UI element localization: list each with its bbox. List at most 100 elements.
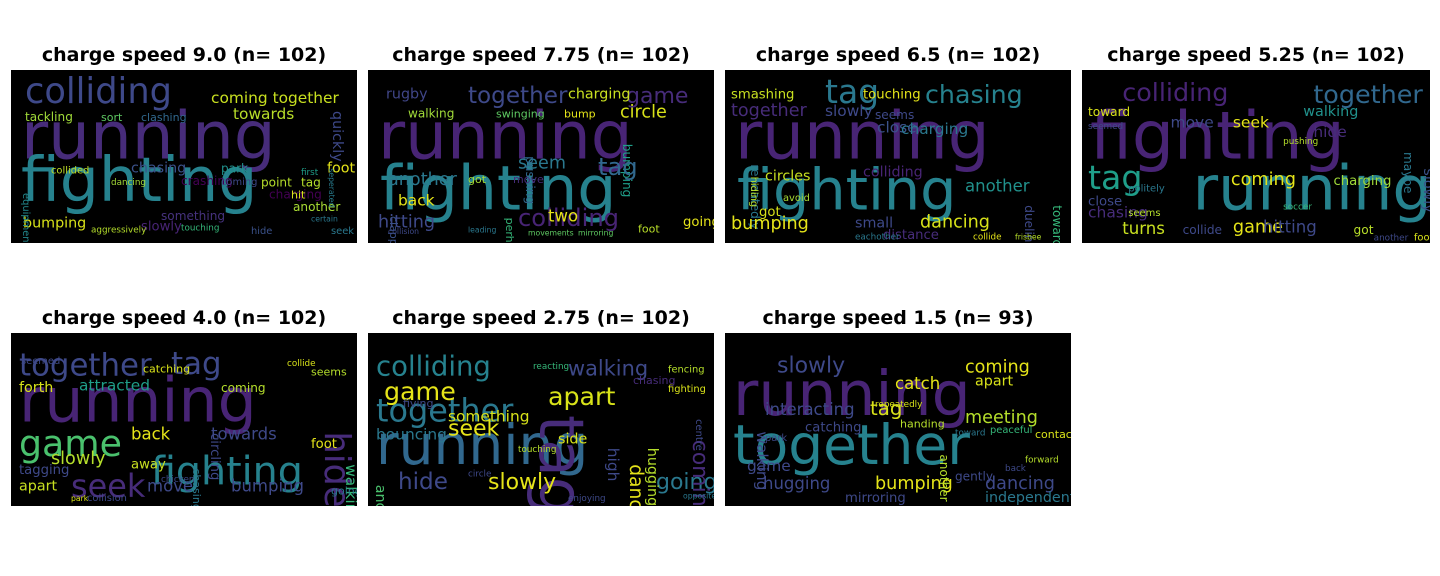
cloud-word: going [331, 485, 357, 498]
cloud-word: bouncing [376, 426, 447, 444]
cloud-word: move [1171, 113, 1214, 131]
cloud-word: crashing [181, 174, 233, 188]
cloud-word: slowly [777, 353, 845, 378]
cloud-word: game [384, 377, 456, 406]
cloud-word: eachother [855, 233, 900, 243]
cloud-word: slowly [141, 220, 182, 235]
cloud-word: hide [251, 226, 272, 237]
cloud-word: seek [1233, 113, 1269, 131]
cloud-word: clapping [387, 216, 400, 243]
panel-title: charge speed 6.5 (n= 102) [755, 44, 1041, 66]
cloud-word: got [759, 205, 781, 220]
cloud-word: movements [528, 229, 574, 238]
cloud-word: opposite [683, 492, 714, 501]
cloud-word: dueling [1022, 205, 1036, 243]
cloud-word: tagging [19, 463, 69, 478]
cloud-word: pushing [1283, 137, 1318, 147]
cloud-word: running [735, 98, 990, 175]
cloud-word: circle [468, 470, 491, 480]
cloud-word: sort [101, 111, 123, 124]
cloud-word: slowly [51, 449, 106, 469]
cloud-word: game [19, 422, 122, 465]
cloud-word: fighting [151, 449, 303, 495]
cloud-word: together [376, 392, 514, 430]
cloud-word: game [747, 457, 791, 475]
cloud-word: together [733, 413, 970, 477]
cloud-word: walking [342, 464, 357, 506]
cloud-word: collide [973, 233, 1002, 243]
cloud-word: circle [620, 103, 667, 123]
cloud-word: another [372, 485, 388, 506]
cloud-word: running [21, 98, 276, 175]
cloud-word: walking [753, 431, 771, 490]
cloud-word: hitting [1263, 217, 1317, 236]
cloud-word: colliding [25, 71, 172, 112]
cloud-word: soccer [1283, 202, 1312, 212]
cloud-word: slowly [488, 470, 556, 495]
cloud-word: fiving [403, 397, 433, 410]
cloud-word: avoid [783, 193, 810, 204]
cloud-word: got [1354, 223, 1374, 237]
wordcloud-panel: charge speed 6.5 (n= 102) running fightin… [724, 44, 1072, 244]
cloud-word: collide [287, 359, 316, 369]
cloud-word: equipment [20, 193, 31, 243]
cloud-word: forward [1025, 456, 1059, 466]
cloud-word: distance [883, 228, 939, 243]
cloud-word: back [131, 425, 171, 444]
cloud-word: dancing [111, 178, 146, 188]
cloud-word: bumping [23, 215, 86, 231]
cloud-word: charging [901, 120, 968, 138]
cloud-word: chasing [925, 80, 1023, 109]
cloud-word: running [733, 358, 971, 430]
cloud-word: repeatedly [875, 400, 922, 410]
cloud-word: tag [525, 415, 597, 506]
cloud-word: slowly [1420, 168, 1430, 213]
cloud-word: toward [955, 429, 985, 439]
cloud-word: smashing [731, 88, 794, 103]
cloud-word: aggressively [91, 225, 146, 235]
cloud-word: independently [985, 490, 1071, 506]
cloud-word: colliding [1122, 77, 1228, 107]
wordcloud-panel: charge speed 5.25 (n= 102) fighting runni… [1081, 44, 1431, 244]
cloud-word: mirroring [845, 491, 906, 506]
cloud-word: back [1005, 464, 1027, 474]
cloud-word: quickly [329, 111, 345, 162]
cloud-word: bumping [731, 214, 809, 234]
cloud-word: fighting [668, 384, 706, 395]
cloud-word: slowly [825, 102, 873, 120]
cloud-word: bumping [875, 474, 953, 494]
panel-title: charge speed 5.25 (n= 102) [1107, 44, 1405, 66]
cloud-word: tackling [25, 110, 73, 124]
cloud-word: fighting [21, 144, 257, 216]
cloud-word: fencing [668, 364, 705, 375]
cloud-word: point [261, 175, 292, 189]
cloud-word: towards [211, 425, 277, 444]
cloud-word: away [131, 457, 166, 472]
word-cloud: running tag together colliding walking game ap… [368, 333, 714, 506]
cloud-word: colliding [863, 165, 923, 181]
cloud-word: dancing [985, 474, 1055, 494]
cloud-word: another [388, 170, 458, 190]
cloud-word: hide [316, 431, 357, 506]
cloud-word: another [937, 454, 951, 501]
cloud-word: hugging [763, 474, 830, 493]
cloud-word: forth [19, 380, 53, 396]
cloud-word: move [147, 476, 193, 495]
cloud-word: another [1374, 234, 1409, 243]
cloud-word: collision [388, 227, 419, 236]
cloud-word: foot [1414, 233, 1430, 243]
cloud-word: bumping [231, 476, 304, 495]
cloud-word: centre [693, 419, 704, 451]
cloud-word: chasing [190, 468, 203, 506]
cloud-word: seemed [1088, 122, 1123, 132]
cloud-word: coming [221, 177, 257, 188]
wordcloud-panel: charge speed 2.75 (n= 102) running tag tog… [367, 307, 715, 507]
cloud-word: maybe [1401, 152, 1415, 193]
cloud-word: charging [269, 188, 322, 202]
cloud-word: turns [1122, 219, 1165, 238]
cloud-word: circles [765, 169, 810, 185]
cloud-word: coming [1231, 170, 1296, 190]
cloud-word: back [398, 191, 435, 209]
cloud-word: towards [1050, 205, 1064, 243]
cloud-word: park [71, 494, 89, 503]
